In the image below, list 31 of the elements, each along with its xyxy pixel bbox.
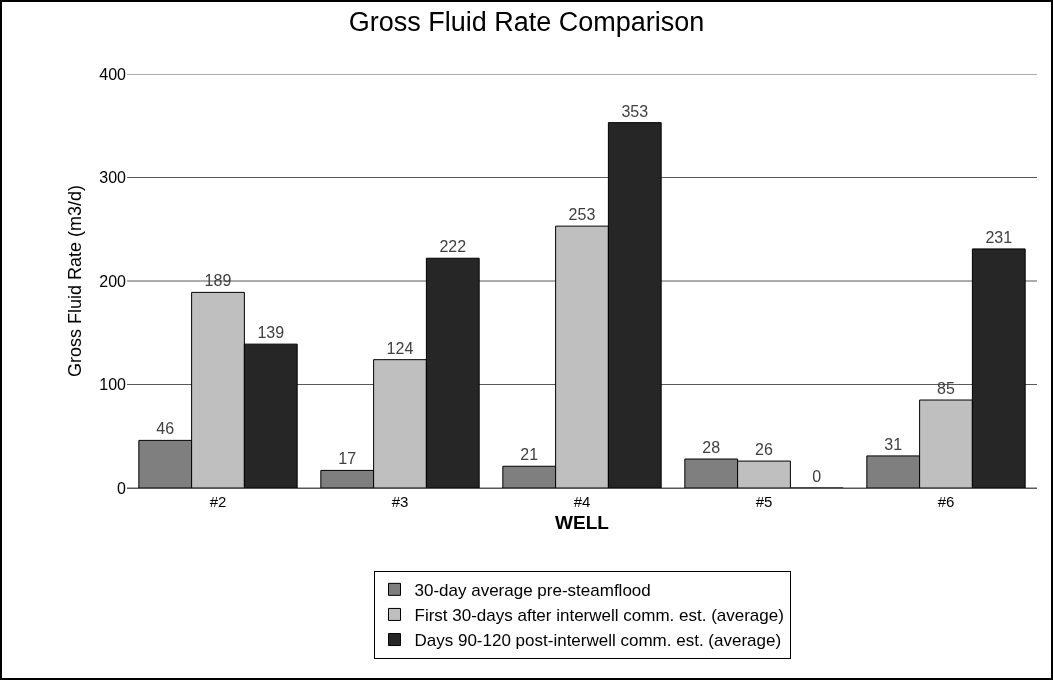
x-axis-title: WELL (555, 511, 610, 533)
y-tick-label: 100 (99, 376, 127, 394)
x-tick-label: #6 (937, 493, 955, 510)
data-label: 353 (621, 102, 649, 120)
x-tick-label: #3 (391, 493, 409, 510)
data-label: 189 (204, 272, 232, 290)
y-tick-label: 0 (117, 479, 127, 497)
chart-title: Gross Fluid Rate Comparison (348, 7, 705, 38)
data-label: 85 (937, 380, 955, 398)
data-label: 31 (884, 435, 903, 453)
data-label: 21 (520, 446, 539, 464)
data-label: 222 (439, 238, 467, 256)
data-label: 46 (156, 420, 175, 438)
y-axis-title: Gross Fluid Rate (m3/d) (65, 184, 86, 378)
data-label: 0 (812, 468, 822, 485)
data-label: 17 (338, 450, 357, 468)
data-label: 253 (568, 206, 596, 224)
x-tick-label: #5 (755, 493, 773, 510)
data-label: 28 (702, 439, 721, 457)
legend-label: 30-day average pre-steamflood (414, 580, 651, 600)
y-tick-label: 400 (99, 65, 127, 83)
y-tick-label: 300 (99, 169, 127, 187)
legend-label: First 30-days after interwell comm. est. (average) (414, 606, 784, 626)
x-tick-label: #4 (573, 493, 591, 510)
data-label: 124 (386, 339, 414, 357)
data-label: 139 (257, 324, 285, 342)
data-label: 231 (985, 228, 1013, 246)
y-tick-label: 200 (99, 272, 127, 290)
data-label: 26 (755, 441, 773, 459)
legend-label: Days 90-120 post-interwell comm. est. (average) (414, 631, 782, 651)
x-tick-label: #2 (209, 493, 227, 510)
